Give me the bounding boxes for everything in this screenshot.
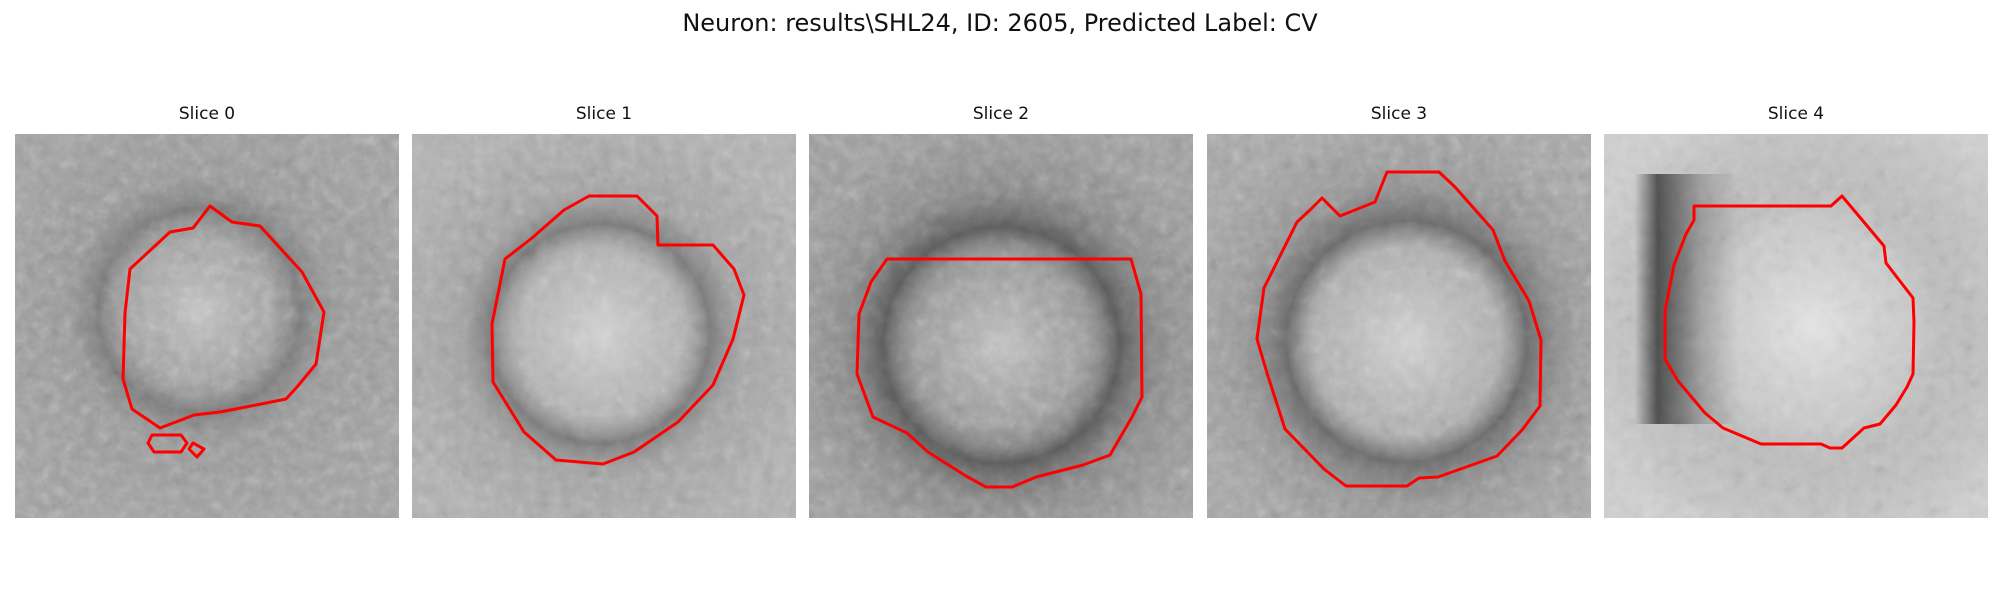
- slice-panel-0: Slice 0: [15, 103, 399, 521]
- segmentation-contour-main: [1255, 170, 1543, 488]
- slice-title-4: Slice 4: [1767, 104, 1825, 124]
- slice-image-4: [1604, 134, 1988, 518]
- slice-image-2: [809, 134, 1193, 518]
- slice-title-1: Slice 1: [575, 104, 633, 124]
- slice-panel-4: Slice 4: [1604, 103, 1988, 521]
- slice-title-0: Slice 0: [178, 104, 236, 124]
- segmentation-contour-main: [490, 194, 746, 466]
- slice-title-2: Slice 2: [972, 104, 1030, 124]
- slice-panel-1: Slice 1: [412, 103, 796, 521]
- segmentation-contour-main: [121, 204, 326, 430]
- slice-panel-3: Slice 3: [1207, 103, 1591, 521]
- segmentation-contour-small-dot: [187, 441, 206, 459]
- segmentation-contour-small-left: [146, 433, 189, 454]
- slice-image-3: [1207, 134, 1591, 518]
- slice-image-0: [15, 134, 399, 518]
- slice-title-3: Slice 3: [1370, 104, 1428, 124]
- slice-panel-2: Slice 2: [809, 103, 1193, 521]
- segmentation-contour-main: [1663, 194, 1916, 450]
- figure-title: Neuron: results\SHL24, ID: 2605, Predict…: [682, 9, 1318, 37]
- slice-image-1: [412, 134, 796, 518]
- segmentation-contour-main: [855, 257, 1144, 489]
